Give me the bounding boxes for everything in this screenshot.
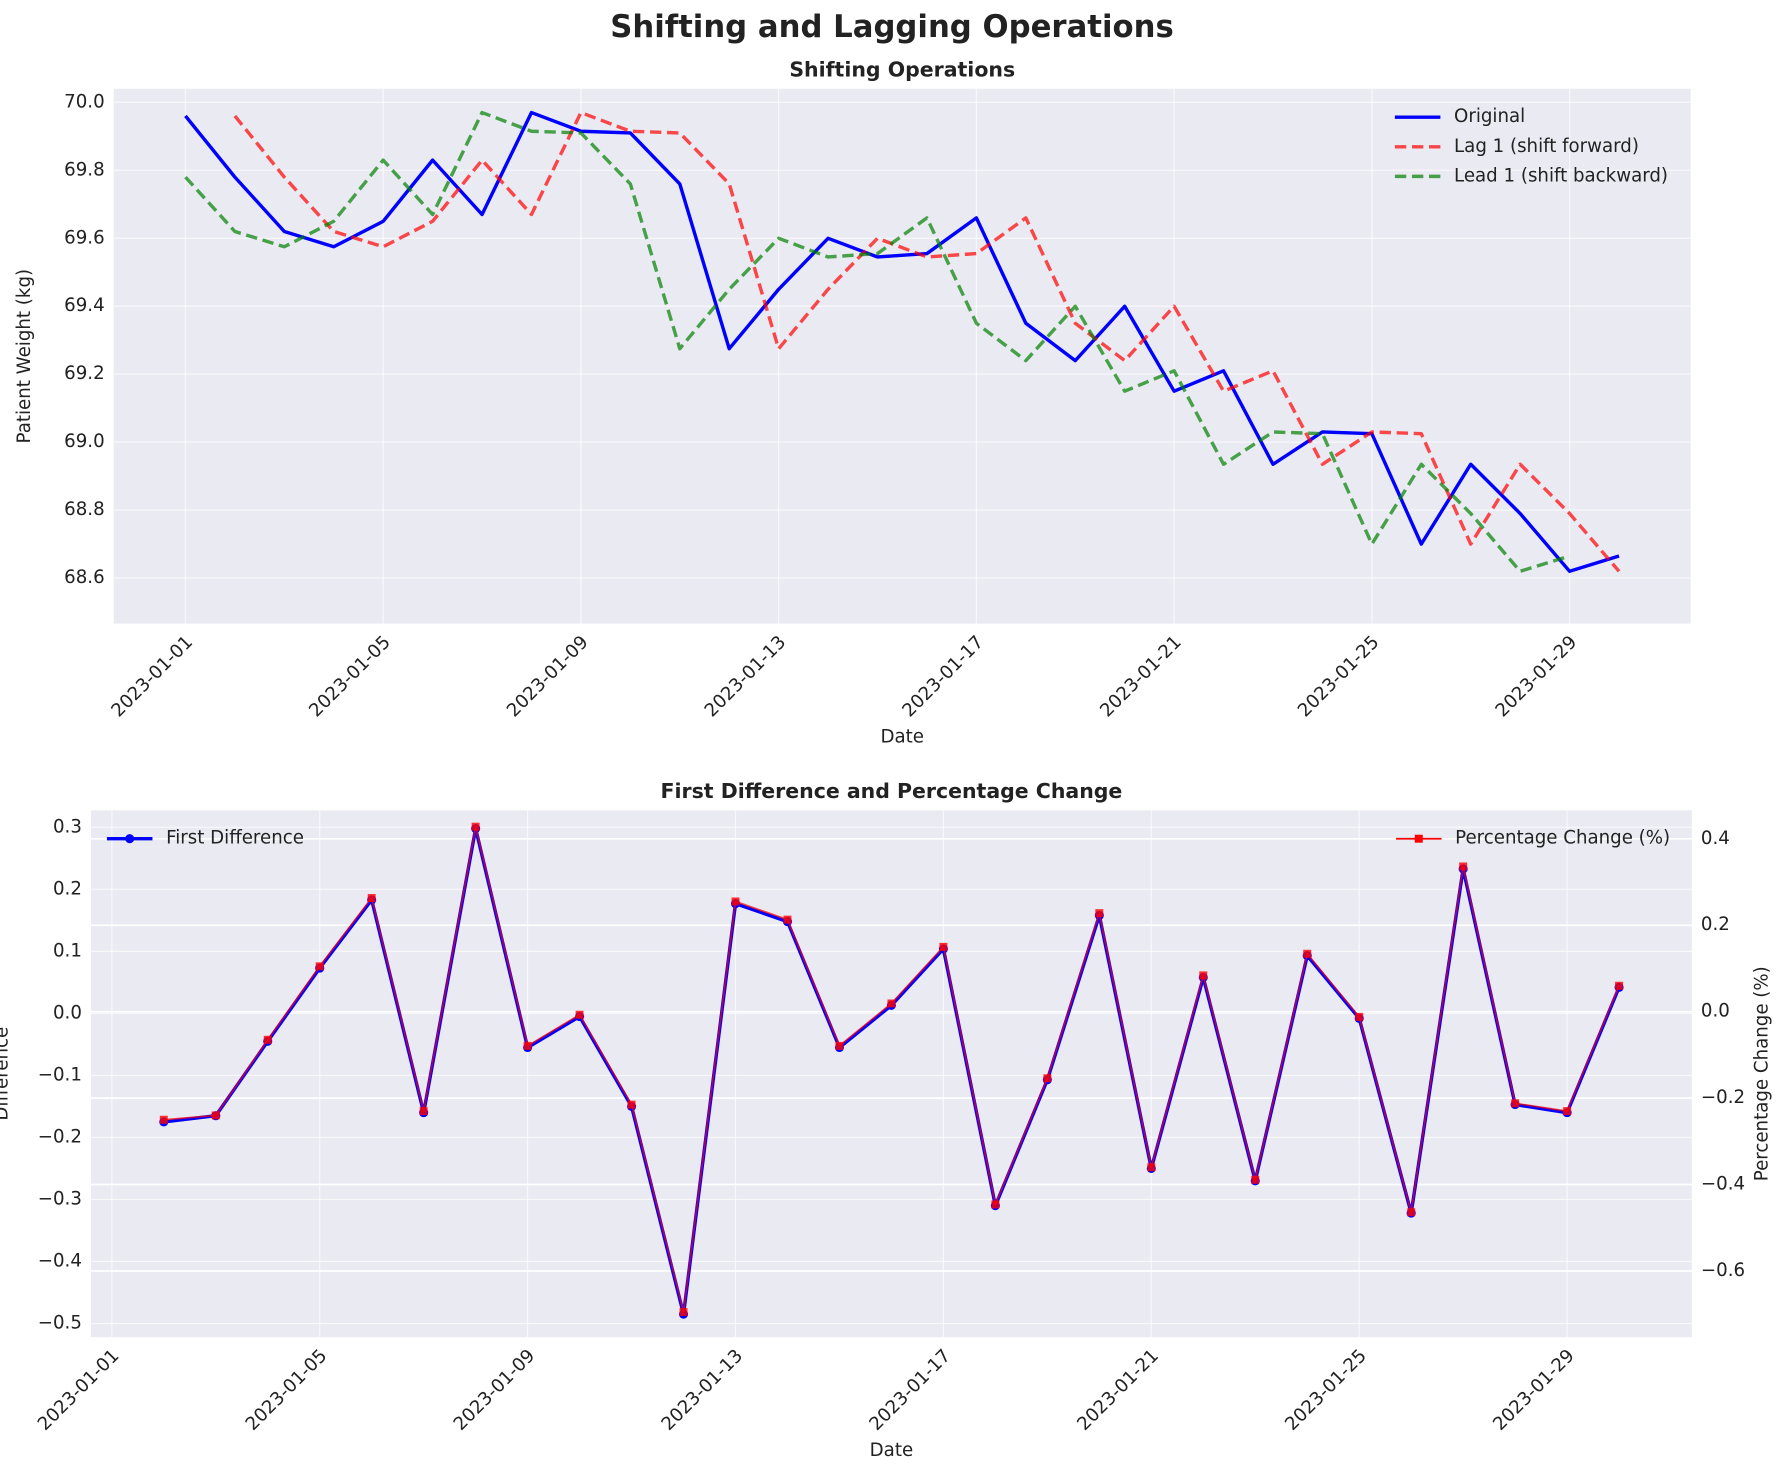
y2-axis-label: Percentage Change (%) xyxy=(1751,966,1772,1181)
x-tick-label: 2023-01-17 xyxy=(898,632,988,722)
point xyxy=(1043,1074,1052,1083)
y-axis-label: Patient Weight (kg) xyxy=(14,269,35,444)
y2-tick-label: 0.4 xyxy=(1701,828,1730,849)
y-tick-label: 68.8 xyxy=(64,499,104,520)
point xyxy=(1251,1175,1260,1184)
point xyxy=(679,1308,688,1317)
point xyxy=(367,894,376,902)
legend-label: Percentage Change (%) xyxy=(1455,828,1670,849)
point xyxy=(211,1111,220,1120)
x-axis-label: Date xyxy=(881,726,924,747)
y-tick-label: 68.6 xyxy=(64,567,104,588)
x-tick-label: 2023-01-01 xyxy=(107,632,197,722)
y-tick-label: 0.3 xyxy=(53,816,82,837)
point xyxy=(315,962,324,971)
point xyxy=(991,1200,1000,1209)
y-tick-label: 69.2 xyxy=(64,363,104,384)
x-tick-label: 2023-01-05 xyxy=(305,632,395,722)
legend-label: Lead 1 (shift backward) xyxy=(1454,165,1668,186)
legend-label: First Difference xyxy=(166,828,304,849)
point xyxy=(783,915,792,924)
point xyxy=(1199,971,1208,980)
y2-tick-label: −0.2 xyxy=(1701,1087,1745,1108)
point xyxy=(1407,1208,1416,1217)
point xyxy=(887,999,896,1008)
point xyxy=(939,942,948,951)
y-tick-label: 70.0 xyxy=(64,91,104,112)
y-tick-label: 69.0 xyxy=(64,431,104,452)
x-tick-label: 2023-01-09 xyxy=(503,632,593,722)
point xyxy=(471,822,480,831)
y2-tick-label: −0.4 xyxy=(1701,1174,1745,1195)
point xyxy=(419,1107,428,1116)
x-tick-label: 2023-01-09 xyxy=(450,1345,540,1435)
y2-tick-label: 0.2 xyxy=(1701,914,1730,935)
axes-title: Shifting Operations xyxy=(789,58,1015,82)
x-tick-label: 2023-01-17 xyxy=(865,1345,955,1435)
y-tick-label: 0.1 xyxy=(53,940,82,961)
point xyxy=(1095,909,1104,918)
y2-tick-label: 0.0 xyxy=(1701,1001,1730,1022)
y-tick-label: 0.2 xyxy=(53,878,82,899)
x-tick-label: 2023-01-29 xyxy=(1492,632,1582,722)
point xyxy=(263,1035,272,1044)
y-tick-label: 69.4 xyxy=(64,295,104,316)
y2-tick-label: −0.6 xyxy=(1701,1260,1745,1281)
point xyxy=(1615,981,1624,990)
y-tick-label: 0.0 xyxy=(53,1002,82,1023)
plot-area xyxy=(91,810,1692,1338)
series-line xyxy=(184,110,1620,574)
y-axis-label: Difference xyxy=(0,1027,12,1121)
x-tick-label: 2023-01-13 xyxy=(658,1345,748,1435)
legend-marker xyxy=(1414,834,1423,843)
x-tick-label: 2023-01-21 xyxy=(1073,1345,1163,1435)
legend-marker xyxy=(125,834,135,844)
point xyxy=(159,1115,168,1124)
y-tick-label: 69.6 xyxy=(64,227,104,248)
point xyxy=(575,1010,584,1019)
series-line xyxy=(233,110,1621,573)
x-tick-label: 2023-01-25 xyxy=(1294,632,1384,722)
x-tick-label: 2023-01-13 xyxy=(701,632,791,722)
point xyxy=(1511,1099,1520,1108)
point xyxy=(627,1100,636,1109)
x-tick-label: 2023-01-25 xyxy=(1281,1345,1371,1435)
x-axis-label: Date xyxy=(870,1440,913,1461)
y-tick-label: −0.2 xyxy=(38,1126,82,1147)
x-tick-label: 2023-01-21 xyxy=(1096,632,1186,722)
x-tick-label: 2023-01-29 xyxy=(1489,1345,1579,1435)
y-tick-label: −0.3 xyxy=(38,1188,82,1209)
point xyxy=(1147,1163,1156,1172)
y-tick-label: −0.4 xyxy=(38,1250,82,1271)
point xyxy=(835,1041,844,1050)
point xyxy=(731,897,740,906)
y-tick-label: −0.5 xyxy=(38,1313,82,1334)
y-tick-label: 69.8 xyxy=(64,159,104,180)
point xyxy=(1563,1107,1572,1116)
series-line xyxy=(184,110,1571,574)
point xyxy=(1355,1012,1364,1021)
x-tick-label: 2023-01-05 xyxy=(242,1345,332,1435)
y-tick-label: −0.1 xyxy=(38,1064,82,1085)
legend-label: Original xyxy=(1454,106,1525,127)
figure-title: Shifting and Lagging Operations xyxy=(610,9,1174,45)
point xyxy=(1303,949,1312,958)
point xyxy=(1459,862,1468,871)
legend-label: Lag 1 (shift forward) xyxy=(1454,136,1639,157)
x-tick-label: 2023-01-01 xyxy=(34,1345,124,1435)
axes-title: First Difference and Percentage Change xyxy=(661,779,1123,803)
point xyxy=(523,1041,532,1050)
